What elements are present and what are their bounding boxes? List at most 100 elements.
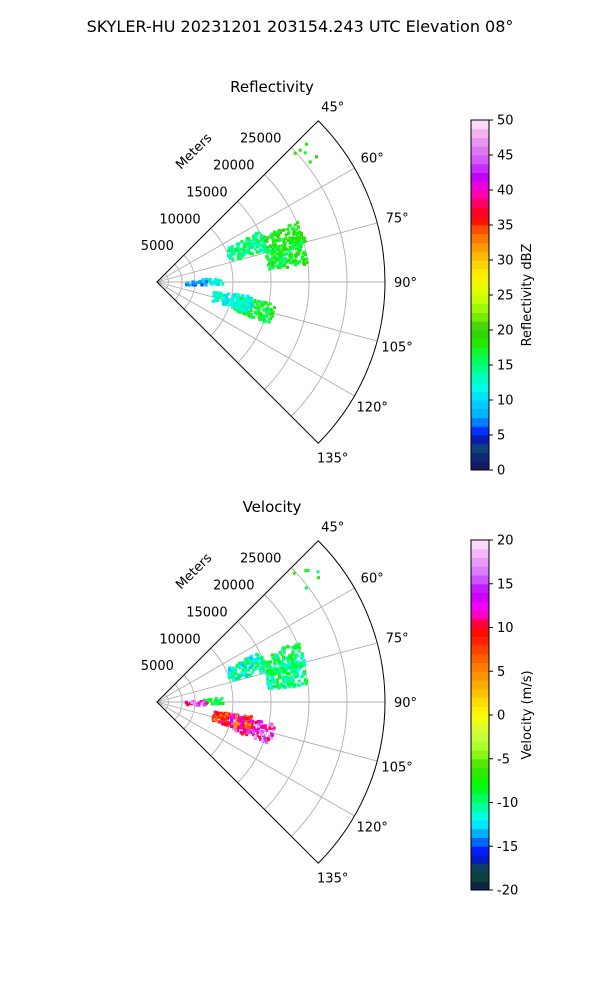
reflectivity-colorbar: 0 5 10 15 20 25 30 35 40 45 50 (470, 114, 514, 479)
echo-gate (213, 701, 216, 705)
angle-tick-label: 135° (317, 872, 348, 887)
echo-gate (255, 658, 259, 662)
echo-gate (275, 678, 279, 682)
echo-gate (224, 722, 228, 726)
echo-gate (249, 252, 253, 256)
echo-gate (281, 228, 285, 232)
angle-tick-label: 45° (321, 100, 344, 115)
echo-gate (261, 732, 265, 736)
echo-gate (271, 653, 275, 657)
colorbar-segment (471, 391, 489, 401)
echo-gate (228, 255, 231, 259)
echo-gate (267, 248, 271, 252)
echo-gate (303, 678, 307, 682)
colorbar-segment (471, 207, 489, 217)
echo-gate (258, 730, 262, 733)
echo-gate (240, 308, 244, 312)
echo-gate (250, 671, 254, 675)
echo-gate (243, 661, 247, 665)
echo-gate (284, 233, 288, 237)
echo-gate (302, 260, 306, 263)
reflectivity-sector-frame (156, 120, 386, 444)
echo-gate (230, 668, 234, 672)
echo-gate (272, 238, 276, 242)
echo-cluster-5 (202, 696, 225, 706)
echo-gate (297, 252, 301, 256)
echo-gate (264, 665, 268, 669)
echo-gate (202, 280, 205, 284)
colorbar-segment (471, 268, 489, 278)
angle-tick-label: 120° (357, 820, 388, 835)
echo-gate (286, 681, 290, 684)
echo-gate (227, 675, 231, 679)
echo-gate (276, 234, 280, 238)
echo-gate (290, 652, 294, 656)
echo-gate (258, 735, 262, 739)
echo-gate (239, 306, 243, 310)
echo-gate (251, 733, 255, 736)
echo-gate (261, 248, 265, 252)
echo-gate (254, 722, 258, 726)
echo-gate (299, 245, 303, 249)
echo-gate (262, 660, 266, 663)
echo-gate (267, 317, 271, 321)
echo-gate (265, 728, 269, 732)
echo-gate (303, 253, 307, 257)
echo-gate (261, 667, 265, 671)
echo-gate (231, 258, 235, 262)
echo-gate (255, 312, 259, 316)
echo-gate (272, 681, 276, 684)
range-tick-label: 25000 (240, 552, 281, 567)
colorbar-tick-label: 15 (497, 577, 514, 592)
echo-gate (236, 256, 240, 260)
colorbar-tick-label: 35 (497, 219, 514, 234)
colorbar-segment (471, 260, 489, 270)
echo-gate (267, 257, 270, 261)
echo-gate (239, 253, 243, 257)
echo-gate (266, 668, 270, 672)
echo-gate (301, 252, 305, 256)
echo-gate (271, 234, 275, 238)
echo-gate (263, 737, 267, 741)
echo-gate (289, 661, 293, 665)
colorbar-segment (471, 181, 489, 191)
echo-gate (214, 299, 218, 302)
echo-gate (222, 302, 226, 306)
echo-gate (227, 298, 231, 302)
colorbar-segment (471, 443, 489, 453)
echo-gate (195, 703, 199, 707)
echo-gate (219, 279, 223, 283)
echo-gate (227, 247, 231, 251)
angle-tick-label: 105° (381, 340, 412, 355)
echo-gate (251, 730, 255, 734)
echo-gate (283, 675, 287, 679)
echo-gate (255, 302, 259, 306)
echo-gate (277, 673, 281, 677)
echo-gate (266, 303, 270, 307)
echo-gate (210, 702, 214, 706)
echo-gate (286, 678, 290, 682)
echo-gate (271, 311, 275, 314)
colorbar-segment (471, 321, 489, 331)
echo-gate (250, 663, 254, 667)
echo-gate (247, 237, 251, 241)
echo-gate (302, 658, 306, 662)
colorbar-segment (471, 680, 489, 690)
echo-gate (297, 642, 301, 646)
echo-gate (221, 717, 224, 721)
echo-gate (284, 685, 288, 689)
echo-gate (295, 228, 299, 232)
echo-gate (248, 666, 252, 669)
echo-gate (252, 234, 256, 238)
echo-gate (288, 223, 292, 227)
echo-gate (235, 718, 239, 722)
echo-gate (290, 658, 294, 662)
echo-gate (229, 715, 232, 719)
echo-gate (242, 242, 246, 246)
echo-gate (260, 656, 264, 660)
echo-gate (292, 661, 296, 665)
echo-gate (248, 673, 252, 677)
echo-gate (243, 727, 246, 731)
echo-gate (194, 282, 198, 286)
angle-tick-label: 90° (394, 276, 417, 291)
